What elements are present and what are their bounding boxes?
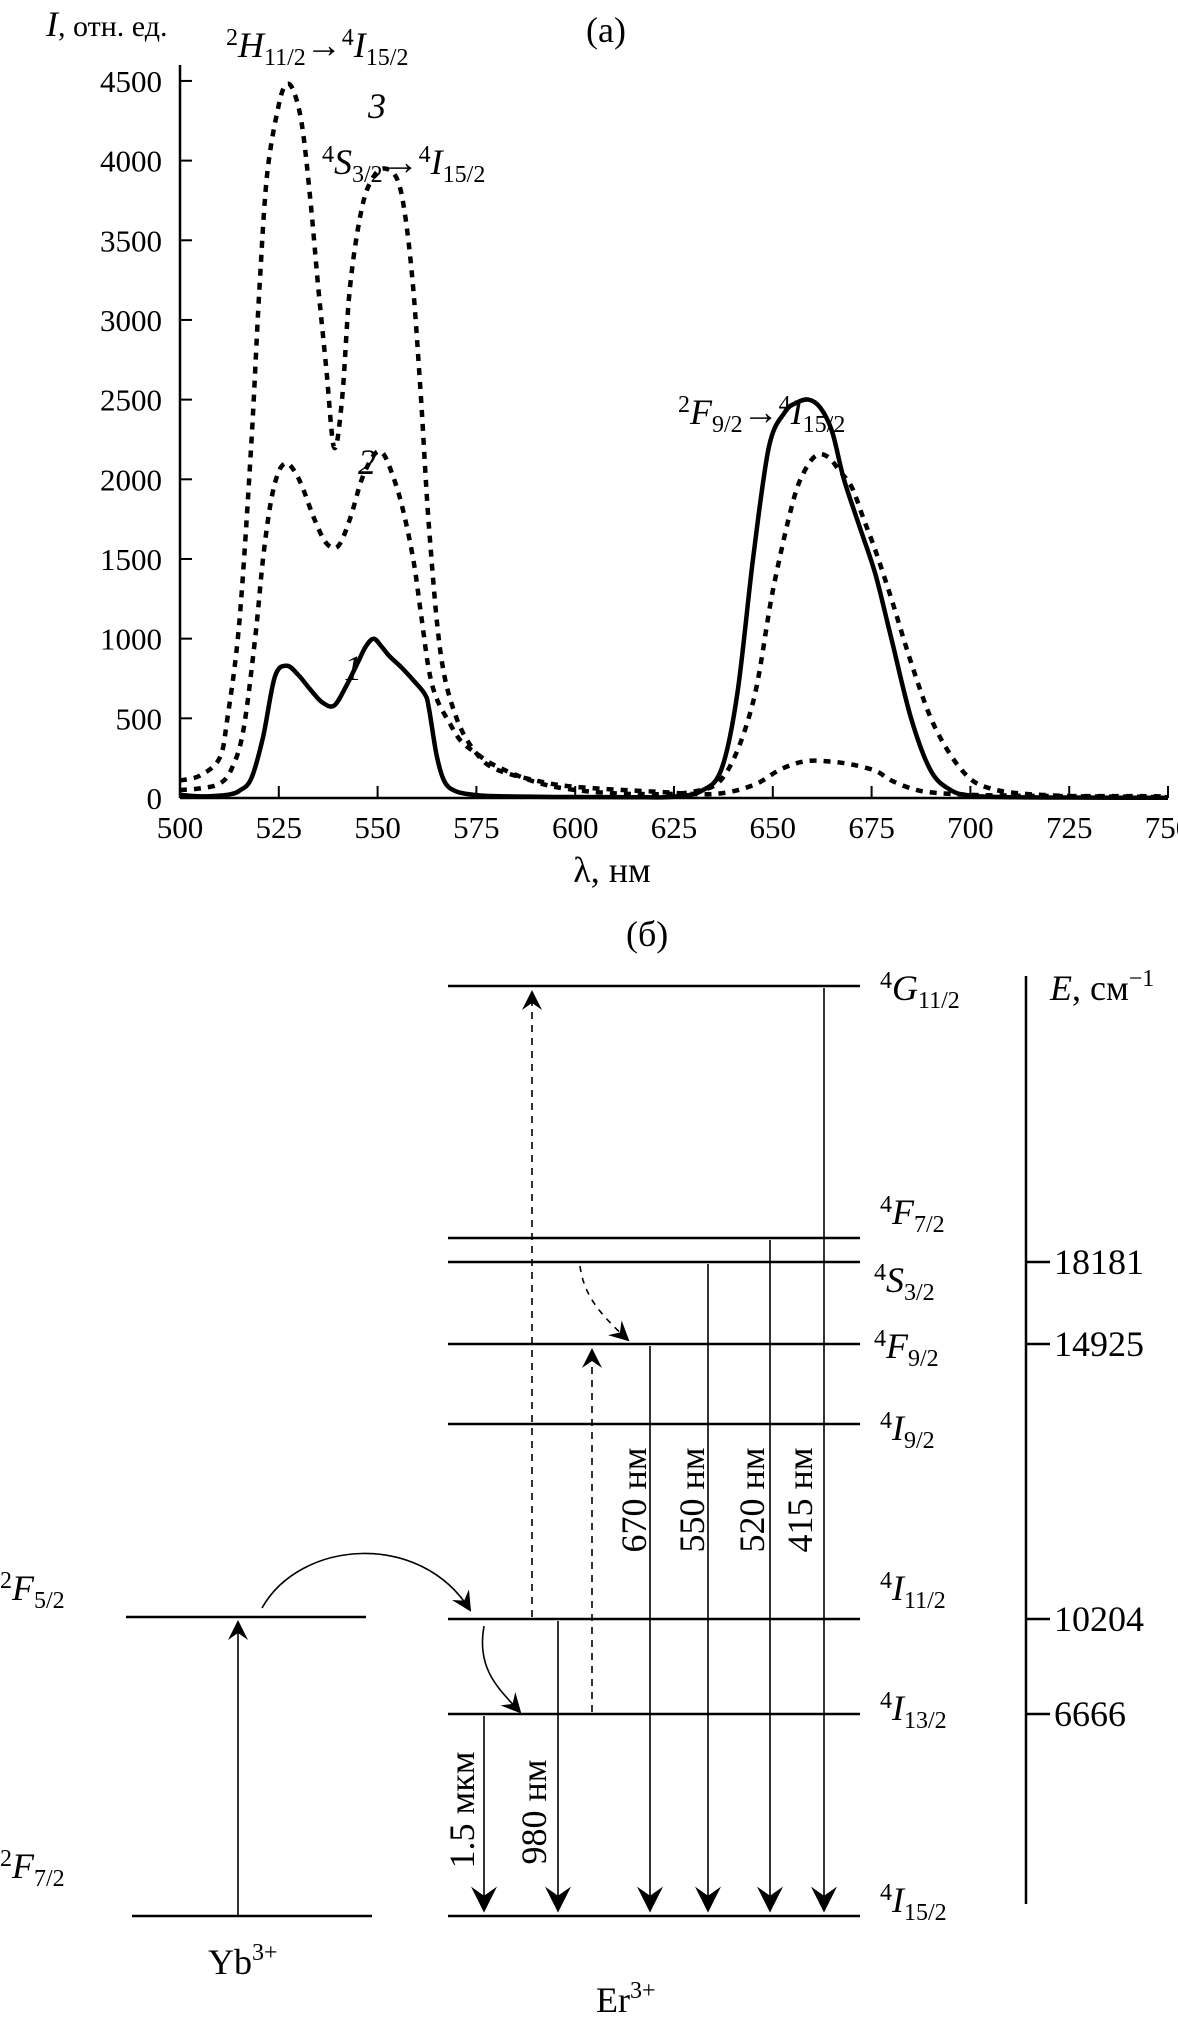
svg-text:4G11/2: 4G11/2 (880, 968, 960, 1014)
y-tick-label: 0 (147, 781, 163, 816)
svg-text:4I15/2: 4I15/2 (880, 1880, 947, 1926)
energy-value-18181: 18181 (1054, 1242, 1144, 1282)
energy-value-10204: 10204 (1054, 1599, 1144, 1639)
svg-text:4S3/2→4I15/2: 4S3/2→4I15/2 (322, 142, 485, 188)
emission-label-550: 550 нм (672, 1447, 712, 1552)
svg-text:4S3/2: 4S3/2 (874, 1260, 935, 1306)
y-tick-label: 4000 (100, 144, 162, 179)
x-tick-label: 575 (453, 810, 500, 845)
x-tick-label: 625 (651, 810, 698, 845)
x-tick-label: 550 (354, 810, 401, 845)
y-tick-label: 3000 (100, 303, 162, 338)
x-tick-label: 600 (552, 810, 599, 845)
svg-text:4I11/2: 4I11/2 (880, 1568, 946, 1614)
annotation-h-transition: 2H11/2→4I15/2 (226, 25, 408, 71)
y-tick-label: 500 (116, 701, 163, 736)
y-tick-label: 1500 (100, 542, 162, 577)
er-level-labels: 4G11/2 4F7/2 4S3/2 4F9/2 4I9/2 4I11/2 4I… (874, 968, 960, 1926)
x-tick-label: 650 (750, 810, 797, 845)
curve-label-1: 1 (344, 648, 362, 688)
panel-a-label: (а) (586, 10, 626, 50)
x-tick-label: 700 (947, 810, 994, 845)
annotation-s-transition: 4S3/2→4I15/2 (322, 142, 485, 188)
annotation-f-transition: 2F9/2→4I15/2 (678, 392, 845, 438)
y-tick-label: 3500 (100, 223, 162, 258)
curve-label-3: 3 (367, 86, 386, 126)
energy-axis-title: E, см−1 (1049, 966, 1154, 1008)
svg-text:4I13/2: 4I13/2 (880, 1688, 947, 1734)
energy-transfer-arrow (261, 1552, 472, 1612)
y-tick-label: 1000 (100, 622, 162, 657)
curve-label-2: 2 (358, 442, 376, 482)
svg-text:2H11/2→4I15/2: 2H11/2→4I15/2 (226, 25, 408, 71)
series-line-3 (179, 81, 1169, 799)
er-levels (448, 984, 860, 1918)
y-tick-label: 2000 (100, 462, 162, 497)
y-tick-label: 4500 (100, 64, 162, 99)
emission-label-520: 520 нм (732, 1447, 772, 1552)
svg-text:2F7/2: 2F7/2 (0, 1846, 65, 1892)
yb-ion-label: Yb3+ (208, 1940, 278, 1982)
emission-label-670: 670 нм (614, 1447, 654, 1552)
emission-label-1500: 1.5 мкм (442, 1751, 482, 1868)
svg-text:2F5/2: 2F5/2 (0, 1568, 65, 1614)
x-tick-label: 750 (1145, 810, 1178, 845)
svg-text:2F9/2→4I15/2: 2F9/2→4I15/2 (678, 392, 845, 438)
yb-levels (126, 1615, 372, 1918)
svg-text:4F7/2: 4F7/2 (880, 1192, 945, 1238)
emission-labels: 670 нм 550 нм 520 нм 415 нм 1.5 мкм 980 … (442, 1447, 820, 1868)
x-tick-label: 725 (1046, 810, 1093, 845)
svg-text:I, отн. ед.: I, отн. ед. (45, 4, 167, 44)
y-axis-title: I, отн. ед. (45, 4, 167, 44)
panel-b-label: (б) (626, 914, 668, 954)
energy-value-6666: 6666 (1054, 1694, 1126, 1734)
series-line-1 (179, 397, 1168, 800)
emission-label-415: 415 нм (780, 1447, 820, 1552)
er-ion-label: Er3+ (596, 1978, 656, 2020)
x-axis-title: λ, нм (573, 850, 651, 890)
energy-value-14925: 14925 (1054, 1324, 1144, 1364)
svg-text:4I9/2: 4I9/2 (880, 1408, 935, 1454)
x-tick-label: 500 (157, 810, 204, 845)
x-tick-label: 675 (848, 810, 895, 845)
emission-arrows (471, 988, 837, 1913)
x-tick-label: 525 (256, 810, 303, 845)
relaxation-arrow-s3 (579, 1265, 630, 1342)
series-line-2 (179, 448, 1169, 800)
relaxation-arrow-i11 (481, 1625, 522, 1714)
energy-axis: E, см−1 18181 14925 10204 6666 (1024, 966, 1154, 1904)
y-tick-label: 2500 (100, 383, 162, 418)
svg-text:4F9/2: 4F9/2 (874, 1326, 939, 1372)
emission-label-980: 980 нм (514, 1759, 554, 1864)
yb-level-labels: 2F5/2 2F7/2 (0, 1568, 65, 1892)
